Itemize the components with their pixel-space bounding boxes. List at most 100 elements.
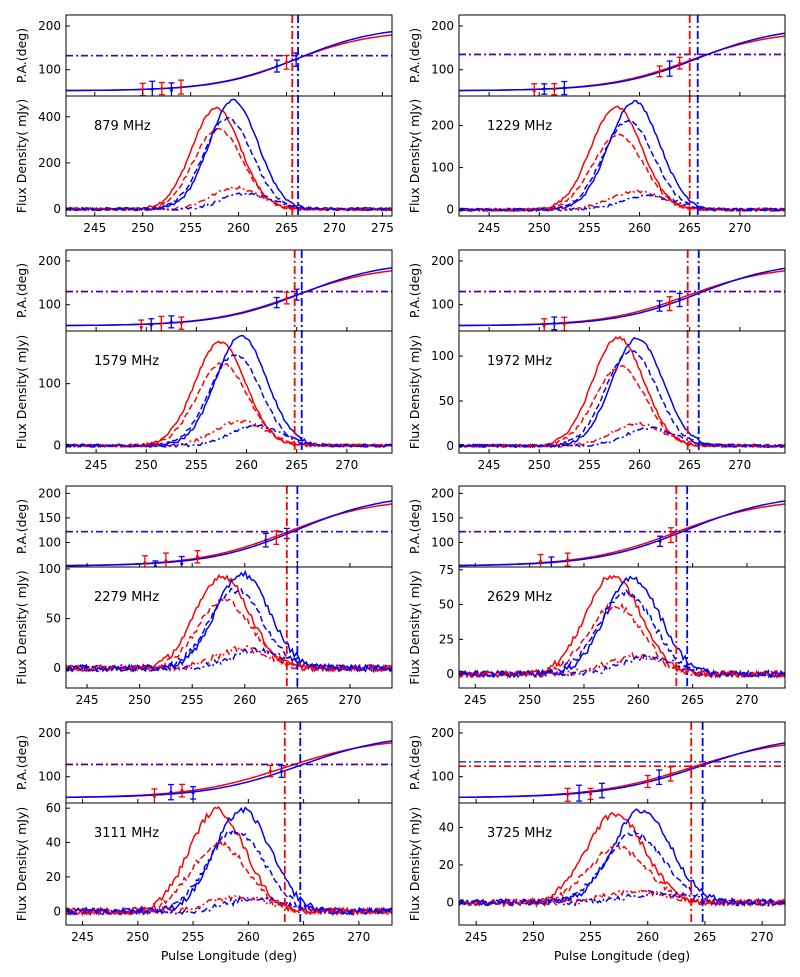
- pa-point: [549, 560, 553, 564]
- flux-ytick-label: 400: [38, 110, 61, 124]
- pa-point: [268, 769, 272, 773]
- pa-point: [153, 564, 157, 567]
- frequency-label: 3111 MHz: [94, 826, 159, 841]
- flux-ytick-label: 50: [439, 394, 454, 408]
- flux-ylabel: Flux Density( mJy): [14, 335, 29, 449]
- pa-point: [169, 790, 173, 794]
- xtick-label: 245: [478, 221, 501, 235]
- pa-ytick-label: 100: [431, 298, 454, 312]
- pa-point: [169, 320, 173, 324]
- pa-ylabel: P.A.(deg): [407, 499, 422, 554]
- xtick-label: 270: [751, 930, 774, 944]
- xtick-label: 255: [182, 930, 205, 944]
- flux-plot-area: [459, 808, 785, 908]
- pa-ytick-label: 100: [431, 63, 454, 77]
- pa-plot-area: [66, 266, 392, 331]
- frequency-label: 1229 MHz: [487, 119, 552, 134]
- pa-ytick-label: 100: [38, 770, 61, 784]
- pa-fit-curve-blue: [459, 742, 785, 799]
- pa-fit-curve-blue: [66, 266, 392, 327]
- xtick-label: 270: [338, 693, 361, 707]
- pa-ylabel: P.A.(deg): [14, 28, 29, 83]
- xtick-label: 270: [347, 930, 370, 944]
- pa-point: [657, 775, 661, 779]
- flux-axes-frame: [458, 330, 786, 454]
- pa-point: [566, 558, 570, 562]
- pa-point: [668, 302, 672, 306]
- flux-circular-blue: [459, 426, 785, 449]
- xtick-label: 245: [464, 693, 487, 707]
- pa-point: [600, 789, 604, 793]
- flux-ytick-label: 100: [431, 161, 454, 175]
- xtick-label: 250: [518, 693, 541, 707]
- flux-ytick-label: 20: [46, 870, 61, 884]
- xtick-label: 250: [528, 221, 551, 235]
- frequency-label: 1972 MHz: [487, 354, 552, 369]
- xtick-label: 250: [131, 221, 154, 235]
- flux-ylabel: Flux Density( mJy): [14, 570, 29, 684]
- flux-ytick-label: 200: [38, 156, 61, 170]
- xtick-label: 255: [181, 693, 204, 707]
- pa-point: [542, 87, 546, 91]
- flux-linear-blue: [66, 587, 392, 674]
- flux-axes-frame: [65, 802, 393, 926]
- flux-circular-red: [66, 894, 392, 917]
- pa-ytick-label: 100: [38, 535, 61, 549]
- pa-ytick-label: 200: [431, 486, 454, 500]
- pa-point: [149, 323, 153, 327]
- flux-ylabel: Flux Density( mJy): [407, 99, 422, 213]
- pa-point: [279, 770, 283, 774]
- pa-point: [275, 64, 279, 68]
- xtick-label: 270: [323, 221, 346, 235]
- pa-point: [295, 293, 299, 297]
- xtick-label: 265: [285, 458, 308, 472]
- flux-axes-frame: [458, 566, 786, 689]
- flux-ytick-label: 40: [46, 836, 61, 850]
- pa-ylabel: P.A.(deg): [407, 735, 422, 790]
- pa-fit-curve-blue: [66, 500, 392, 567]
- pa-point: [264, 538, 268, 542]
- flux-circular-blue: [66, 422, 392, 448]
- pa-ylabel: P.A.(deg): [407, 263, 422, 318]
- pa-point: [562, 322, 566, 326]
- xtick-label: 260: [227, 221, 250, 235]
- flux-axes-frame: [458, 95, 786, 217]
- xtick-label: 255: [185, 458, 208, 472]
- pa-fit-curve-blue: [66, 30, 392, 92]
- pa-point: [150, 87, 154, 91]
- xtick-label: 265: [678, 458, 701, 472]
- panel-5: 100 150 200 0 25 50 75 245 250 255 260 265 270 2629 M…: [407, 485, 786, 707]
- pa-point: [542, 324, 546, 328]
- pa-point: [179, 321, 183, 325]
- flux-ytick-label: 0: [446, 667, 454, 681]
- panel-6: 100 200 0 20 40 60 245 250 255 260 265 270 3111 MHz P…: [14, 721, 393, 963]
- pa-point: [562, 86, 566, 90]
- xtick-label: 250: [522, 930, 545, 944]
- flux-axes-frame: [65, 330, 393, 454]
- xtick-label: 250: [528, 458, 551, 472]
- xtick-label: 270: [335, 458, 358, 472]
- xtick-label: 270: [728, 458, 751, 472]
- pa-point: [152, 794, 156, 798]
- pa-point: [539, 559, 542, 563]
- panel-4: 100 150 200 0 50 100 245 250 255 260 265 270 2279 MH…: [14, 485, 393, 707]
- flux-plot-area: [459, 574, 785, 680]
- pa-ytick-label: 150: [431, 511, 454, 525]
- xtick-label: 265: [286, 693, 309, 707]
- pa-ytick-label: 200: [431, 726, 454, 740]
- pa-point: [143, 561, 147, 565]
- pa-ytick-label: 200: [38, 486, 61, 500]
- pa-point: [179, 85, 183, 89]
- xtick-label: 245: [76, 693, 99, 707]
- pa-point: [141, 88, 145, 92]
- xtick-label: 255: [573, 693, 596, 707]
- pa-point: [589, 792, 593, 796]
- xtick-label: 265: [292, 930, 315, 944]
- xtick-label: 255: [579, 930, 602, 944]
- flux-ytick-label: 75: [439, 563, 454, 577]
- pa-ytick-label: 200: [38, 19, 61, 33]
- pa-point: [274, 536, 278, 540]
- flux-circular-blue: [459, 193, 785, 213]
- xtick-label: 260: [237, 930, 260, 944]
- xtick-label: 260: [636, 930, 659, 944]
